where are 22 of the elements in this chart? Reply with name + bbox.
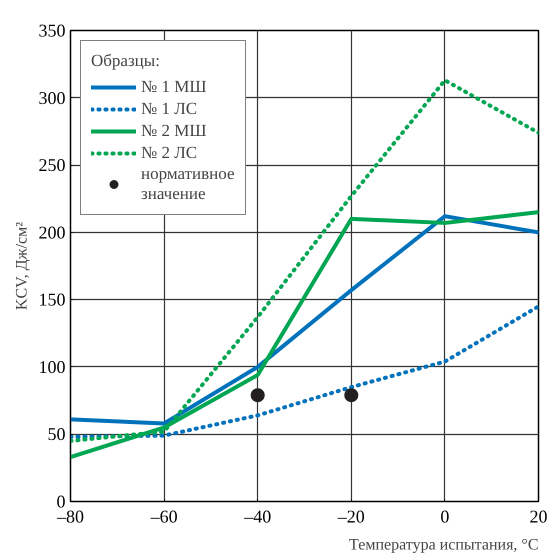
x-tick-label: –20 (336, 506, 365, 526)
y-tick-label: 250 (38, 155, 66, 176)
y-tick-label: 50 (48, 424, 66, 444)
y-tick-label: 300 (38, 88, 66, 108)
y-tick-label: 100 (38, 356, 66, 377)
x-tick-label: –60 (150, 506, 178, 526)
legend-title: Образцы: (91, 51, 161, 71)
y-axis-title: KCV, Дж/см² (14, 222, 30, 310)
x-tick-label: –40 (243, 506, 272, 526)
legend-label: № 2 ЛС (141, 142, 198, 164)
legend-label: № 1 ЛС (141, 98, 198, 120)
legend-label: № 1 МШ (141, 76, 206, 98)
legend-label: нормативное значение (141, 164, 234, 204)
line-series (70, 304, 538, 439)
legend-label: № 2 МШ (141, 120, 206, 142)
x-axis-title: Температура испытания, °C (349, 536, 539, 554)
line-series (70, 214, 538, 426)
x-tick-label: 20 (530, 506, 548, 526)
y-tick-label: 350 (38, 20, 66, 40)
x-tick-label: 0 (440, 506, 450, 526)
y-tick-label: 150 (38, 290, 66, 310)
y-tick-label: 200 (38, 222, 66, 242)
